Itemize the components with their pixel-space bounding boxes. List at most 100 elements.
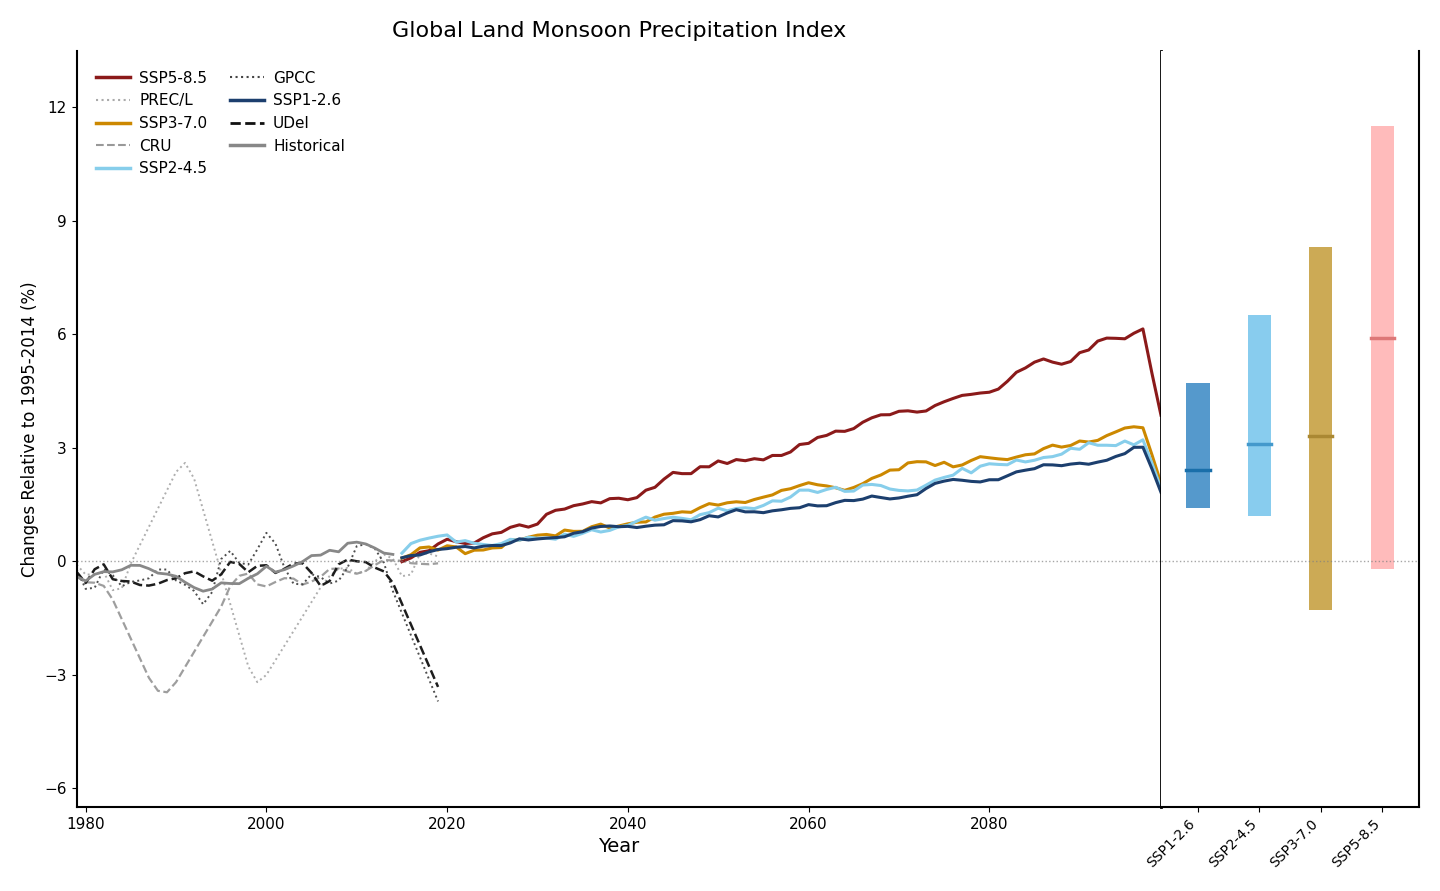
UDel (186, 566, 203, 576)
CRU (167, 677, 184, 688)
CRU (276, 573, 294, 584)
Line: PREC/L: PREC/L (76, 463, 438, 683)
GPCC (294, 579, 311, 590)
CRU (366, 560, 383, 570)
PREC/L (86, 569, 104, 580)
SSP1-2.6 (773, 504, 791, 515)
Line: SSP2-4.5: SSP2-4.5 (402, 440, 1161, 553)
Historical (312, 550, 330, 560)
CRU (420, 559, 438, 569)
CRU (321, 564, 338, 575)
CRU (131, 653, 148, 664)
PREC/L (177, 458, 194, 469)
UDel (294, 558, 311, 568)
GPCC (222, 545, 239, 556)
UDel (330, 559, 347, 569)
UDel (412, 640, 429, 650)
PREC/L (95, 567, 112, 577)
Y-axis label: Changes Relative to 1995-2014 (%): Changes Relative to 1995-2014 (%) (20, 281, 39, 576)
SSP1-2.6 (1135, 442, 1152, 453)
Historical (194, 586, 212, 597)
PREC/L (285, 625, 302, 636)
PREC/L (222, 599, 239, 609)
SSP1-2.6 (1152, 487, 1169, 498)
Historical (321, 545, 338, 556)
GPCC (122, 576, 140, 587)
PREC/L (276, 641, 294, 651)
CRU (158, 687, 176, 698)
SSP5-8.5 (1107, 333, 1125, 344)
PREC/L (122, 558, 140, 568)
UDel (68, 567, 85, 577)
Historical (384, 549, 402, 560)
GPCC (177, 579, 194, 590)
Historical (213, 577, 230, 588)
PREC/L (312, 582, 330, 593)
PREC/L (338, 563, 356, 574)
GPCC (366, 544, 383, 554)
SSP2-4.5 (1107, 440, 1125, 451)
GPCC (384, 585, 402, 596)
GPCC (140, 573, 157, 584)
GPCC (167, 575, 184, 585)
SSP2-4.5 (655, 513, 672, 524)
PREC/L (186, 473, 203, 484)
UDel (321, 576, 338, 586)
Historical (357, 539, 374, 550)
CRU (222, 581, 239, 592)
Line: SSP5-8.5: SSP5-8.5 (402, 329, 1161, 561)
PREC/L (258, 669, 275, 680)
Bar (1309, 248, 1332, 610)
UDel (194, 571, 212, 582)
Historical (239, 573, 256, 584)
Historical (122, 560, 140, 570)
UDel (258, 560, 275, 570)
UDel (230, 559, 248, 569)
Line: GPCC: GPCC (76, 533, 438, 701)
Historical (114, 564, 131, 575)
Historical (167, 571, 184, 582)
SSP3-7.0 (1152, 478, 1169, 488)
GPCC (239, 560, 256, 570)
PREC/L (321, 570, 338, 581)
GPCC (376, 558, 393, 568)
CRU (213, 601, 230, 612)
CRU (76, 576, 94, 587)
UDel (140, 580, 157, 591)
Line: Historical: Historical (76, 542, 393, 592)
SSP1-2.6 (393, 552, 410, 563)
PREC/L (150, 503, 167, 514)
CRU (294, 579, 311, 590)
GPCC (302, 568, 320, 579)
CRU (357, 566, 374, 576)
Historical (366, 543, 383, 553)
CRU (302, 576, 320, 587)
SSP5-8.5 (619, 495, 636, 505)
GPCC (330, 576, 347, 586)
SSP3-7.0 (393, 552, 410, 563)
SSP2-4.5 (628, 516, 645, 527)
SSP2-4.5 (1152, 483, 1169, 494)
Historical (376, 548, 393, 559)
UDel (366, 562, 383, 573)
GPCC (420, 674, 438, 684)
Line: UDel: UDel (76, 560, 438, 687)
CRU (86, 577, 104, 588)
UDel (104, 574, 121, 584)
UDel (249, 560, 266, 571)
GPCC (276, 562, 294, 573)
GPCC (429, 696, 446, 707)
GPCC (203, 586, 220, 597)
SSP5-8.5 (1152, 410, 1169, 421)
UDel (203, 576, 220, 586)
PREC/L (140, 521, 157, 532)
X-axis label: Year: Year (598, 838, 639, 856)
SSP2-4.5 (1135, 435, 1152, 446)
CRU (285, 573, 302, 584)
Line: SSP1-2.6: SSP1-2.6 (402, 447, 1161, 558)
GPCC (150, 564, 167, 575)
CRU (330, 563, 347, 574)
CRU (412, 559, 429, 569)
SSP3-7.0 (628, 517, 645, 527)
GPCC (213, 553, 230, 564)
